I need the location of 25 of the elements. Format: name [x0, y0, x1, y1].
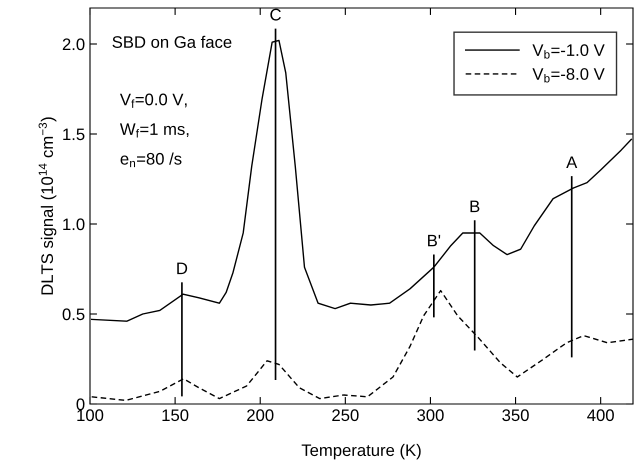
y-axis-title: DLTS signal (10$^{14}$ cm$^{−3}$) [38, 117, 56, 294]
ref-line-label: B [470, 200, 480, 212]
ref-line-label: D [177, 262, 188, 274]
x-tick-label: 400 [587, 409, 614, 422]
annotation: SBD on Ga face [112, 36, 232, 48]
legend-label: V$_{b}$=-8.0 V [532, 68, 605, 83]
annotation: V$_{f}$=0.0 V, [120, 94, 187, 108]
y-tick-label: 1.5 [63, 128, 84, 140]
legend-label: V$_{b}$=-1.0 V [532, 44, 605, 59]
x-axis-title: Temperature (K) [302, 444, 421, 460]
annotation: e$_{n}$=80 /s [120, 152, 182, 168]
ref-line-label: C [270, 8, 281, 21]
y-tick-label: 1.0 [63, 218, 84, 230]
ref-line-label: A [566, 156, 578, 168]
annotation: W$_{f}$=1 ms, [120, 123, 188, 138]
y-tick-label: 2.0 [62, 38, 84, 50]
ref-line-label: B' [428, 234, 440, 246]
x-tick-label: 150 [162, 409, 188, 422]
x-tick-label: 350 [502, 409, 529, 422]
y-tick-label: 0.5 [62, 308, 84, 320]
x-tick-label: 200 [247, 409, 274, 422]
x-tick-label: 100 [77, 409, 104, 422]
y-tick-label: 0 [76, 398, 84, 410]
x-tick-label: 300 [417, 409, 444, 422]
x-tick-label: 250 [332, 409, 359, 422]
